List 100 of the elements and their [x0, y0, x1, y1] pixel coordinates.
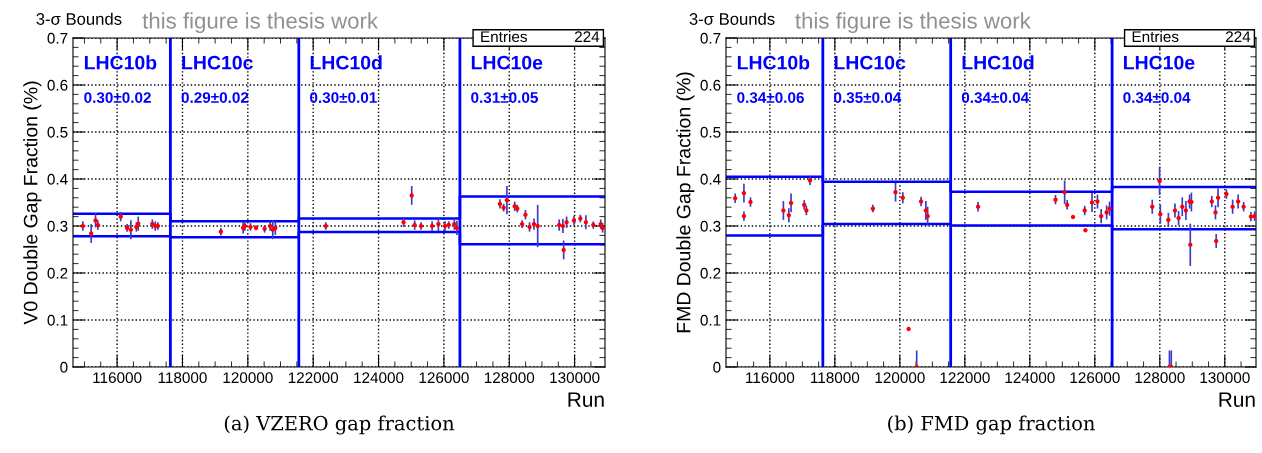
annotation: Entries — [1132, 30, 1179, 43]
x-tick-label: 118000 — [158, 372, 207, 384]
point — [561, 247, 566, 253]
annotation: 224 — [1225, 31, 1251, 42]
point — [118, 214, 123, 219]
point — [1158, 212, 1163, 217]
point — [804, 208, 809, 213]
chart-subtitle: this figure is thesis work — [142, 12, 379, 34]
point — [893, 189, 898, 195]
point — [436, 221, 441, 227]
point — [1172, 208, 1178, 213]
point — [1107, 206, 1112, 211]
point — [409, 193, 414, 198]
point — [1235, 199, 1241, 204]
point — [807, 178, 813, 183]
x-tick-label: 124000 — [354, 372, 404, 384]
y-tick-label: 0.6 — [47, 79, 68, 91]
x-tick-label: 124000 — [1005, 372, 1055, 384]
y-tick-label: 0.4 — [47, 173, 68, 185]
point — [788, 200, 794, 206]
annotation: Entries — [481, 30, 527, 43]
point — [786, 212, 792, 218]
y-tick-label: 0.7 — [700, 32, 721, 44]
point — [531, 221, 537, 227]
point — [1241, 204, 1246, 209]
point — [454, 225, 460, 231]
text: (b) FMD gap fraction — [888, 415, 1095, 435]
x-tick-label: 128000 — [1135, 372, 1185, 384]
point — [732, 196, 738, 201]
point — [535, 223, 540, 229]
point — [1157, 178, 1162, 184]
annotation: LHC10d — [310, 55, 382, 70]
point — [975, 204, 981, 209]
x-tick-label: 130000 — [550, 372, 600, 384]
point — [1209, 199, 1214, 204]
y-tick-label: 0.6 — [700, 79, 721, 91]
annotation: LHC10b — [84, 55, 157, 70]
point — [560, 223, 566, 229]
x-tick-label: 130000 — [1200, 372, 1250, 384]
y-tick-label: 0.2 — [47, 267, 68, 279]
point — [128, 227, 134, 232]
y-axis-title: FMD Double Gap Fraction (%) — [676, 72, 695, 333]
point — [918, 199, 924, 204]
point — [1213, 210, 1218, 215]
annotation: 0.35±0.04 — [834, 92, 902, 103]
point — [571, 218, 577, 223]
annotation: 0.30±0.02 — [84, 92, 151, 103]
x-tick-label: 116000 — [746, 372, 795, 384]
x-axis-title: Run — [1219, 392, 1255, 407]
x-tick-label: 122000 — [288, 372, 339, 384]
point — [1230, 204, 1235, 209]
y-tick-label: 0.4 — [700, 173, 721, 185]
y-tick-label: 0.2 — [700, 267, 721, 279]
point — [1089, 200, 1095, 205]
x-tick-label: 120000 — [223, 372, 273, 384]
y-tick-label: 0 — [713, 361, 721, 373]
point — [1183, 208, 1189, 213]
point — [1215, 195, 1221, 200]
point — [1176, 215, 1181, 221]
y-tick-label: 0.5 — [47, 126, 68, 138]
annotation: 0.29±0.02 — [181, 92, 249, 103]
annotation: 0.34±0.04 — [1123, 92, 1191, 103]
chart-subtitle: this figure is thesis work — [795, 12, 1031, 34]
x-tick-label: 118000 — [811, 372, 860, 384]
text: (a) VZERO gap fraction — [224, 415, 455, 435]
y-tick-label: 0.3 — [700, 220, 721, 232]
annotation: 224 — [574, 31, 600, 42]
annotation: LHC10b — [737, 55, 810, 70]
point — [1053, 197, 1058, 202]
x-tick-label: 120000 — [875, 372, 925, 384]
annotation: 0.34±0.04 — [961, 92, 1030, 103]
point — [523, 212, 528, 217]
x-tick-label: 126000 — [419, 372, 469, 384]
x-tick-label: 128000 — [484, 372, 535, 384]
point — [504, 197, 510, 203]
point — [556, 222, 562, 228]
point — [93, 218, 98, 223]
point — [1062, 189, 1067, 195]
point — [781, 208, 786, 213]
y-tick-label: 0.1 — [700, 314, 721, 326]
point — [925, 213, 930, 219]
x-tick-label: 116000 — [93, 372, 142, 384]
point — [452, 221, 457, 227]
point — [88, 231, 94, 236]
annotation: LHC10e — [471, 55, 543, 70]
point — [583, 220, 589, 225]
point — [1082, 208, 1087, 213]
point — [900, 195, 905, 200]
y-tick-label: 0.5 — [700, 126, 721, 138]
point — [564, 220, 569, 225]
annotation: LHC10c — [834, 55, 906, 70]
x-tick-label: 126000 — [1070, 372, 1120, 384]
y-tick-label: 0 — [60, 361, 68, 373]
point — [1188, 242, 1193, 247]
point — [1214, 238, 1219, 244]
x-axis-title: Run — [568, 392, 604, 407]
chart-title: 3-σ Bounds — [689, 12, 775, 25]
y-tick-label: 0.1 — [47, 314, 68, 326]
annotation: 0.31±0.05 — [471, 92, 538, 103]
point — [1166, 217, 1171, 223]
